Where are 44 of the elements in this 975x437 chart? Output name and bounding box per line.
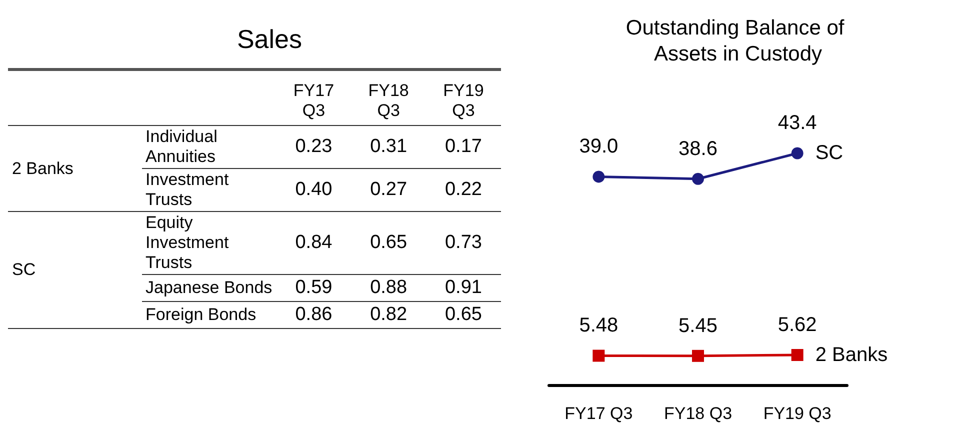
data-label: 0.86	[294, 303, 334, 327]
data-label: 0.59	[294, 276, 334, 300]
text: Individual Annuities	[144, 126, 218, 168]
data-label: 0.23	[294, 135, 334, 159]
point	[692, 172, 704, 185]
category-label: FY17 Q3	[292, 80, 336, 122]
data-label: 0.65	[369, 231, 408, 255]
data-label: 0.84	[294, 231, 334, 255]
data-label: 0.31	[369, 135, 408, 159]
x-tick-label: FY19 Q3	[763, 404, 832, 423]
x-tick-label: FY18 Q3	[664, 404, 732, 423]
text: SC	[11, 259, 37, 281]
text: Investment Trusts	[144, 169, 230, 211]
data-label: 0.27	[369, 178, 408, 202]
data-label: 0.17	[444, 135, 483, 159]
x-tick-label: FY17 Q3	[564, 404, 633, 423]
data-label: 5.48	[579, 314, 618, 337]
data-label: 0.40	[294, 178, 334, 202]
data-label: 0.91	[444, 276, 483, 300]
data-label: 5.45	[678, 314, 718, 337]
data-label: 0.65	[444, 303, 483, 327]
text: Sales	[236, 23, 303, 56]
text: Foreign Bonds	[144, 304, 258, 326]
data-label: 0.88	[369, 276, 408, 300]
data-label: 0.73	[444, 231, 483, 255]
data-label: 0.22	[444, 178, 483, 202]
series-label: 2 Banks	[815, 344, 888, 366]
text: Equity Investment Trusts	[144, 212, 230, 274]
data-label: 43.4	[778, 112, 817, 134]
point	[592, 350, 605, 362]
data-label: 38.6	[678, 138, 718, 160]
data-label: 39.0	[579, 136, 618, 158]
point	[791, 348, 804, 361]
point	[791, 147, 804, 160]
point	[592, 170, 605, 183]
category-label: FY19 Q3	[442, 80, 485, 122]
category-label: FY18 Q3	[367, 80, 410, 122]
chart-title: Outstanding Balance of Assets in Custody	[626, 16, 850, 66]
text: 2 Banks	[11, 158, 74, 180]
data-label: 5.62	[778, 314, 817, 336]
series-label: SC	[815, 142, 844, 164]
point	[692, 350, 704, 362]
data-label: 0.82	[369, 303, 408, 327]
text: Japanese Bonds	[144, 277, 274, 299]
